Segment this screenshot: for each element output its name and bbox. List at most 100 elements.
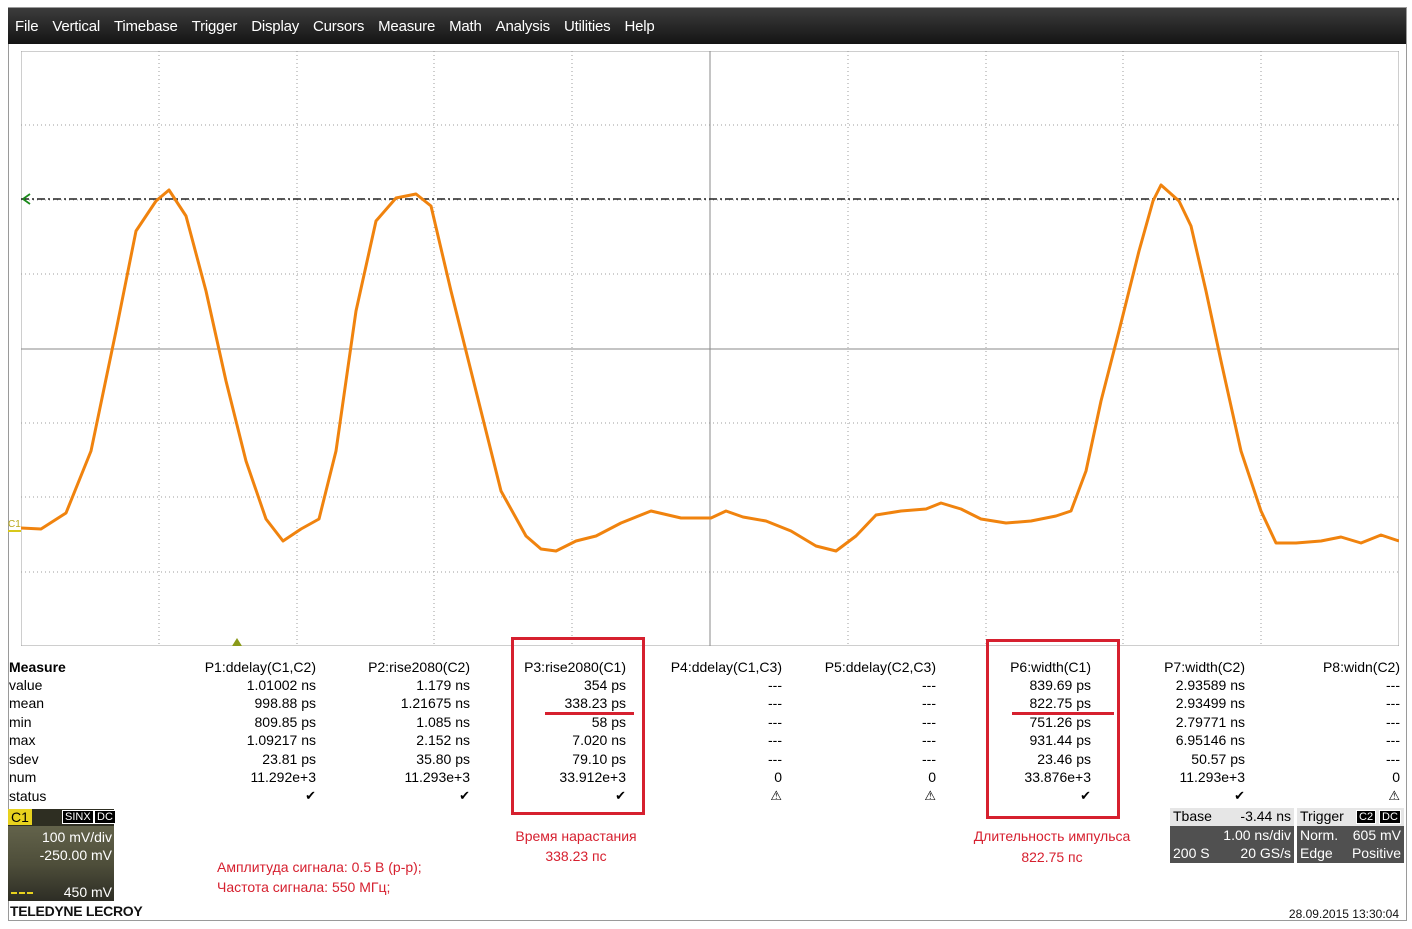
status-warning-icon: ⚠ (1388, 788, 1400, 803)
brand-logo: TELEDYNE LECROY (10, 903, 143, 919)
c1-waveform-trace (21, 183, 1399, 553)
timebase-samples: 200 S (1173, 845, 1210, 861)
channel-dc-badge: DC (94, 810, 116, 824)
menu-analysis[interactable]: Analysis (495, 17, 550, 35)
trigger-type: Edge (1300, 845, 1333, 861)
frequency-note: Частота сигнала: 550 МГц; (217, 879, 391, 895)
channel-vdiv: 100 mV/div (41, 829, 112, 845)
menu-trigger[interactable]: Trigger (191, 17, 238, 35)
trigger-level: 605 mV (1352, 827, 1401, 843)
measure-cell: --- (922, 751, 936, 767)
menu-utilities[interactable]: Utilities (563, 17, 611, 35)
measure-cell: 809.85 ps (254, 714, 317, 730)
measure-cell: 11.293e+3 (1179, 769, 1245, 785)
pulse-width-highlight-box (986, 639, 1120, 819)
measure-cell: 822.75 ps (1029, 695, 1092, 711)
measure-cell: 23.46 ps (1037, 751, 1091, 767)
measure-cell: 2.93499 ns (1175, 695, 1245, 711)
measure-cell: --- (768, 751, 782, 767)
trigger-mode: Norm. (1300, 827, 1339, 843)
measure-cell: 839.69 ps (1029, 677, 1092, 693)
menu-measure[interactable]: Measure (378, 17, 436, 35)
menu-display[interactable]: Display (251, 17, 300, 35)
measure-row-label: value (9, 677, 43, 693)
trigger-position-icon (232, 638, 242, 646)
measure-row-label: status (9, 788, 47, 804)
status-check-icon: ✔ (1234, 788, 1245, 803)
measure-row-label: num (9, 769, 37, 785)
timebase-rate: 20 GS/s (1240, 845, 1291, 861)
width-mean-underline (1012, 712, 1114, 715)
rise-time-title: Время нарастания (515, 828, 637, 844)
measure-cell: 1.09217 ns (246, 732, 316, 748)
amplitude-note: Амплитуда сигнала: 0.5 В (p-p); (217, 859, 422, 875)
waveform-display[interactable]: C1 (8, 51, 1399, 646)
pulse-width-value: 822.75 пс (1021, 849, 1083, 865)
measure-cell: 998.88 ps (254, 695, 317, 711)
measure-cell: 50.57 ps (1191, 751, 1245, 767)
measure-cell: --- (768, 695, 782, 711)
pulse-width-title: Длительность импульса (973, 828, 1131, 844)
measure-cell: 23.81 ps (262, 751, 316, 767)
measure-cell: 338.23 ps (564, 695, 627, 711)
channel-ground-marker: C1 (8, 519, 21, 532)
measure-column-header[interactable]: P7:width(C2) (1164, 659, 1245, 675)
menu-timebase[interactable]: Timebase (113, 17, 178, 35)
measure-column-header[interactable]: P4:ddelay(C1,C3) (670, 659, 782, 675)
trigger-slope: Positive (1351, 845, 1401, 861)
measure-cell: --- (922, 714, 936, 730)
measure-cell: --- (1386, 732, 1400, 748)
measure-cell: 11.292e+3 (250, 769, 316, 785)
measure-cell: 0 (1392, 769, 1400, 785)
measure-cell: --- (922, 677, 936, 693)
measure-column-header[interactable]: P6:width(C1) (1010, 659, 1091, 675)
measure-cell: 35.80 ps (416, 751, 470, 767)
timebase-label: Tbase (1173, 808, 1212, 824)
measure-cell: 751.26 ps (1029, 714, 1092, 730)
measure-column-header[interactable]: P3:rise2080(C1) (524, 659, 626, 675)
menu-help[interactable]: Help (624, 17, 655, 35)
measure-cell: --- (1386, 714, 1400, 730)
menu-vertical[interactable]: Vertical (52, 17, 100, 35)
menu-math[interactable]: Math (449, 17, 482, 35)
measure-cell: --- (1386, 677, 1400, 693)
menu-cursors[interactable]: Cursors (313, 17, 365, 35)
measure-cell: 33.912e+3 (559, 769, 626, 785)
rise-mean-underline (545, 712, 634, 715)
channel-c1-descriptor[interactable]: C1 SINX DC 100 mV/div -250.00 mV 450 mV (8, 809, 116, 901)
timebase-delay: -3.44 ns (1240, 808, 1291, 824)
measure-cell: --- (768, 677, 782, 693)
measure-cell: 0 (774, 769, 782, 785)
trigger-source-badge: C2 (1356, 810, 1377, 824)
trigger-level-arrow-icon (22, 193, 31, 205)
measure-column-header[interactable]: P1:ddelay(C1,C2) (204, 659, 316, 675)
measure-cell: --- (1386, 751, 1400, 767)
status-check-icon: ✔ (615, 788, 626, 803)
measure-cell: 0 (928, 769, 936, 785)
measure-title: Measure (9, 659, 66, 675)
measure-cell: 931.44 ps (1029, 732, 1092, 748)
menu-file[interactable]: File (15, 17, 39, 35)
measure-cell: 1.085 ns (416, 714, 470, 730)
trigger-level-dash-icon (11, 892, 33, 894)
measure-cell: 79.10 ps (572, 751, 626, 767)
measure-row-label: sdev (9, 751, 39, 767)
channel-coupling-badge: SINX (62, 810, 94, 824)
measure-cell: --- (768, 714, 782, 730)
waveform-grid (21, 51, 1399, 646)
status-check-icon: ✔ (305, 788, 316, 803)
measure-column-header[interactable]: P5:ddelay(C2,C3) (824, 659, 936, 675)
measure-cell: 6.95146 ns (1175, 732, 1245, 748)
timebase-descriptor[interactable]: Tbase -3.44 ns 1.00 ns/div 200 S 20 GS/s (1170, 808, 1294, 863)
measure-row-label: min (9, 714, 32, 730)
rise-time-value: 338.23 пс (545, 848, 607, 864)
measure-cell: 33.876e+3 (1024, 769, 1091, 785)
measure-cell: 354 ps (583, 677, 626, 693)
measure-cell: 58 ps (591, 714, 626, 730)
measure-column-header[interactable]: P8:widn(C2) (1322, 659, 1400, 675)
trigger-descriptor[interactable]: Trigger C2 DC Norm. 605 mV Edge Positive (1297, 808, 1404, 863)
measure-cell: --- (1386, 695, 1400, 711)
measure-column-header[interactable]: P2:rise2080(C2) (368, 659, 470, 675)
measure-cell: 2.152 ns (416, 732, 470, 748)
measure-cell: 1.179 ns (416, 677, 470, 693)
